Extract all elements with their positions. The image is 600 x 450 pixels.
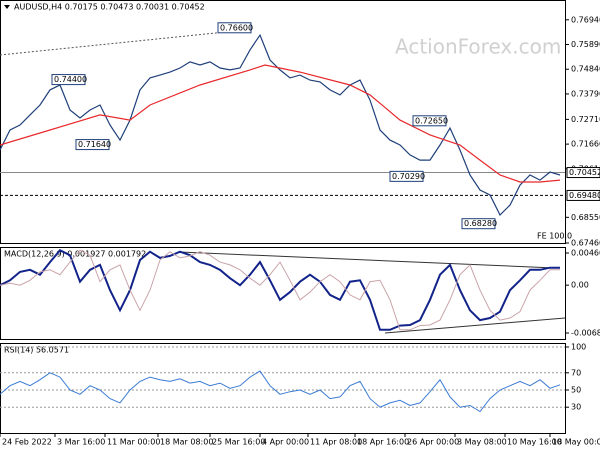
- fe-label: FE 100.0: [537, 232, 572, 241]
- level-label: 0.69480: [569, 191, 600, 200]
- x-tick-label: 24 Feb 2022: [2, 438, 52, 447]
- x-tick-label: 25 Mar 16:00: [212, 438, 265, 447]
- annotation-label: 0.74400: [54, 75, 87, 84]
- current-label: 0.70452: [569, 168, 600, 177]
- y-tick-label: 50: [571, 386, 581, 395]
- annotation-box: [461, 218, 496, 230]
- x-tick-label: 11 Apr 08:00: [310, 438, 362, 447]
- annotation-box: [75, 139, 110, 151]
- x-tick-label: 10 May 16:00: [507, 438, 562, 447]
- x-tick-label: 3 May 08:00: [457, 438, 507, 447]
- y-tick-label: 70: [571, 368, 581, 377]
- series-line: [0, 64, 561, 183]
- watermark: ActionForex.com: [395, 35, 561, 59]
- x-tick-label: 18 May 00:00: [552, 438, 600, 447]
- annotation-box: [389, 170, 424, 182]
- annotation-box: [51, 74, 86, 86]
- annotation-label: 0.76600: [220, 23, 253, 32]
- annotation-label: 0.68280: [464, 219, 497, 228]
- x-tick-label: 4 Apr 00:00: [262, 438, 309, 447]
- current-box: [566, 167, 600, 179]
- x-tick-label: 3 Mar 16:00: [57, 438, 105, 447]
- series-line: [0, 33, 561, 217]
- y-tick-label: 30: [571, 403, 581, 412]
- level-box: [566, 189, 600, 201]
- series-line: [0, 370, 561, 413]
- y-tick-label: 100: [571, 343, 586, 352]
- y-tick-label: -0.006853: [571, 328, 600, 337]
- x-tick-label: 18 Mar 08:00: [160, 438, 213, 447]
- annotation-label: 0.71640: [78, 140, 111, 149]
- main-title: AUDUSD,H4 0.70175 0.70473 0.70031 0.7045…: [14, 3, 205, 12]
- trend-line: [0, 29, 246, 56]
- annotation-box: [412, 115, 447, 127]
- trend-line: [384, 317, 566, 334]
- x-tick-label: 11 Mar 00:00: [107, 438, 160, 447]
- rsi-panel: [0, 343, 566, 434]
- macd-title: MACD(12,26,9) 0.001927 0.001792: [4, 250, 146, 259]
- trend-line: [179, 251, 556, 269]
- y-tick-label: 0.004608: [571, 249, 600, 258]
- y-tick-label: 0.00: [571, 281, 589, 290]
- x-tick-label: 18 Apr 16:00: [357, 438, 409, 447]
- annotation-label: 0.70290: [392, 172, 425, 181]
- main-panel: [0, 0, 566, 244]
- rsi-title: RSI(14) 56.0571: [4, 346, 69, 355]
- series-line: [0, 249, 560, 331]
- macd-panel: [0, 247, 566, 340]
- menu-icon: [4, 5, 10, 9]
- series-line: [0, 249, 560, 331]
- x-tick-label: 26 Apr 00:00: [407, 438, 459, 447]
- annotation-label: 0.72650: [415, 116, 448, 125]
- annotation-box: [217, 22, 252, 34]
